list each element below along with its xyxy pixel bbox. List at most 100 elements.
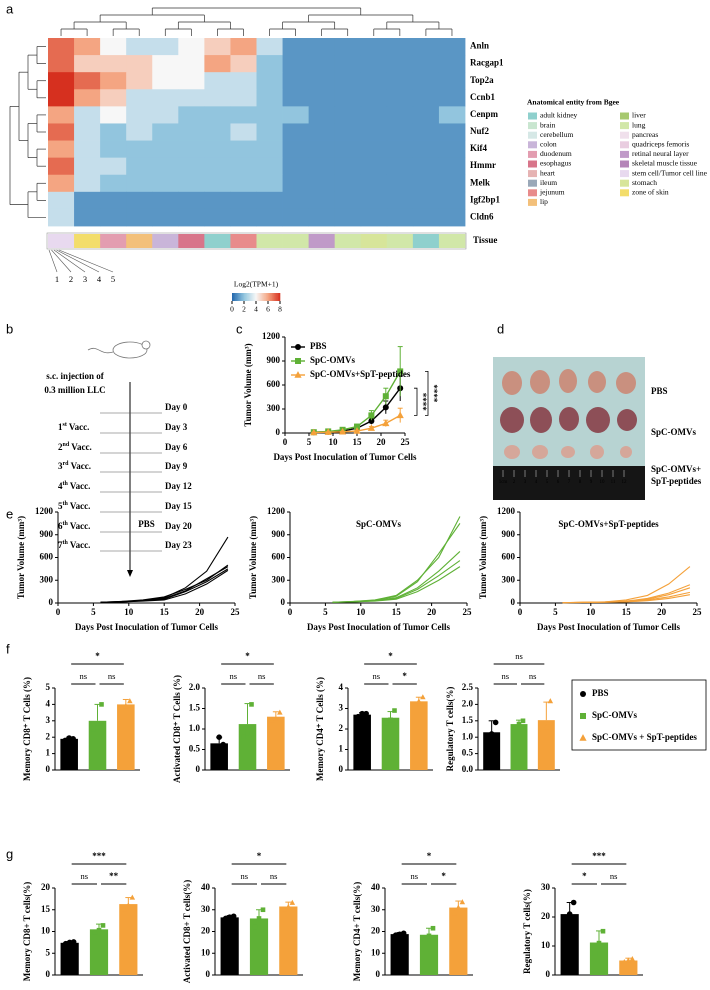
tumor-photo [493,357,645,500]
y-tick-label: 0.5 [462,748,474,758]
data-point [62,737,68,744]
data-point [100,923,106,928]
heatmap-cell [230,55,257,73]
cluster-leader [48,249,58,273]
data-point [285,903,292,909]
heatmap-cell [74,191,101,210]
legend-swatch [528,122,537,130]
heatmap-cell [178,208,205,227]
y-tick-label: 0.0 [462,764,474,774]
gene-label: Hmmr [470,160,496,170]
series-line [332,566,461,603]
vaccination-ordinal: th [63,481,69,487]
legend-swatch [620,122,629,130]
legend-label: ileum [540,178,557,187]
legend-swatch [528,141,537,149]
x-tick-label: 10 [586,607,596,617]
tissue-cell [204,234,231,248]
y-tick-label: 3 [339,703,344,713]
heatmap-cell [126,140,153,159]
y-tick-label: 0 [206,969,211,979]
heatmap-cell [438,72,466,90]
heatmap-cell [204,174,231,193]
vaccination-text: Vacc. [68,521,91,531]
heatmap-cell [412,72,440,90]
heatmap-cell [334,174,362,193]
tissue-cell [74,234,101,248]
heatmap-cell [256,140,283,159]
y-axis-label: Tumor Volume (mm³) [243,343,253,426]
heatmap-cell [126,208,153,227]
heatmap-cell [230,157,257,176]
legend-label: pancreas [632,130,658,139]
legend-swatch [528,170,537,178]
heatmap-cell [204,157,231,176]
significance-label: ns [502,671,510,681]
colorbar-step [242,293,245,301]
gene-label: Cenpm [470,109,499,119]
gene-label: Racgap1 [470,58,504,68]
y-axis-label: Activated CD8+ T cells(%) [182,880,192,984]
schedule-text: s.c. injection of [46,371,104,381]
heatmap-cell [48,208,75,227]
ruler-label: 11 [611,480,616,485]
colorbar-step [272,293,275,301]
chart-title: SpC-OMVs [356,519,402,529]
data-point [625,957,632,963]
heatmap-cell [386,208,414,227]
x-tick-label: 0 [56,607,61,617]
y-tick-label: 10 [41,926,51,936]
x-tick-label: 5 [323,607,328,617]
timeline-arrow [127,570,133,577]
heatmap-cell [438,140,466,159]
bar [267,716,285,770]
gene-label: Igf2bp1 [470,194,501,204]
data-point [99,702,104,707]
significance-bracket [425,371,429,416]
vaccination-text: Vacc. [69,442,92,452]
heatmap-cell [152,174,179,193]
tumor [620,446,632,458]
heatmap-cell [256,191,283,210]
heatmap-cell [412,38,440,56]
tumor-row [502,369,636,395]
heatmap-cell [178,38,205,56]
data-point [91,726,96,732]
photo-label: PBS [651,386,668,396]
colorbar-step [247,293,250,301]
legend-swatch [620,131,629,139]
vaccination-ordinal: th [63,540,69,546]
tissue-cell [438,234,466,248]
gene-label: Top2a [470,75,494,85]
significance-label: **** [429,384,439,403]
legend-label: colon [540,140,557,149]
data-point [516,721,522,727]
x-tick-label: 25 [401,437,411,447]
legend-label: PBS [310,341,327,351]
heatmap-cell [256,123,283,141]
data-point [273,715,279,721]
series-line [332,551,461,603]
y-axis-label: Memory CD4⁺ T Cells (%) [315,677,325,781]
heatmap-cell [126,89,153,107]
ruler-label: 6 [557,480,560,485]
colorbar-step [262,293,264,301]
colorbar-step [264,293,266,301]
day-label: Day 3 [165,422,188,432]
data-point [512,725,518,730]
vaccination-number: 5 [58,501,63,511]
legend-marker [580,691,586,697]
data-point [339,427,347,435]
chart-title: PBS [138,519,155,529]
cluster-leader [56,249,100,273]
bar [89,929,109,975]
panel-label: a [6,1,14,16]
heatmap-cell [230,123,257,141]
heatmap-cell [204,38,231,56]
data-point [416,698,422,704]
significance-label: ns [610,871,618,881]
heatmap-cell [412,191,440,210]
colorbar-step [270,293,272,301]
vaccination-text: Vacc. [69,461,92,471]
y-tick-label: 600 [267,379,281,389]
